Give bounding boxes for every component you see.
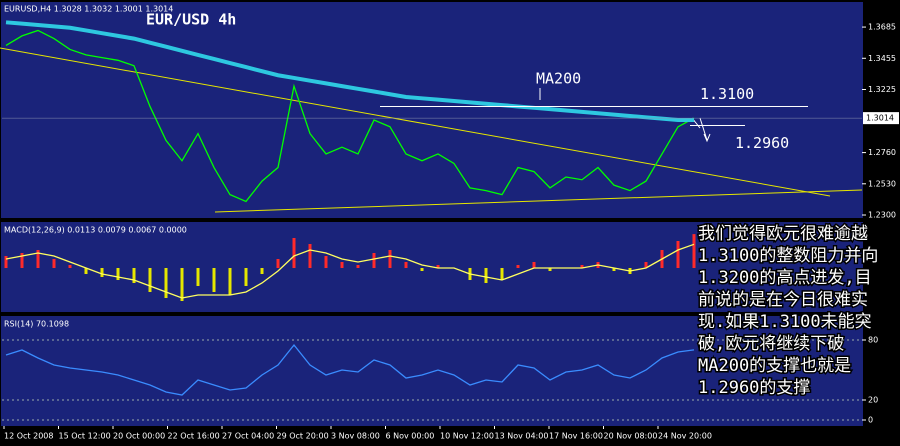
histogram-bar: [276, 259, 280, 268]
last-price-label: 1.3014: [866, 114, 894, 123]
histogram-bar: [100, 268, 104, 277]
histogram-bar: [356, 265, 360, 268]
histogram-bar: [180, 268, 184, 301]
histogram-bar: [244, 268, 248, 286]
histogram-bar: [212, 268, 216, 292]
macd-header: MACD(12,26,9) 0.0113 0.0079 0.0067 0.000…: [4, 226, 187, 235]
x-tick-label: 29 Oct 20:00: [277, 432, 329, 441]
x-tick-label: 13 Nov 04:00: [495, 432, 549, 441]
series-line: [5, 20, 694, 123]
annotation: 前说的是在今日很难实: [698, 290, 868, 310]
y-tick-label: 1.2530: [868, 179, 896, 188]
histogram-bar: [532, 262, 536, 268]
histogram-bar: [500, 268, 504, 280]
rsi-panel: [1, 316, 863, 426]
histogram-bar: [484, 268, 488, 283]
annotation: 现.如果1.3100未能突: [698, 312, 872, 332]
histogram-bar: [36, 250, 40, 268]
histogram-bar: [404, 262, 408, 268]
x-tick-label: 20 Oct 00:00: [113, 432, 165, 441]
trendline: [0, 47, 831, 197]
chart-title: EUR/USD 4h: [146, 11, 236, 29]
y-tick-label: 0: [868, 416, 873, 425]
rsi-header: RSI(14) 70.1098: [4, 320, 69, 329]
x-tick-label: 22 Oct 16:00: [168, 432, 220, 441]
series-label: MA200: [536, 70, 581, 88]
y-tick-label: 80: [868, 336, 878, 345]
histogram-bar: [340, 262, 344, 268]
y-tick-label: 1.3685: [868, 23, 896, 32]
histogram-bar: [260, 268, 264, 274]
series-line: [5, 29, 695, 203]
x-tick-label: 17 Nov 16:00: [549, 432, 603, 441]
histogram-bar: [580, 265, 584, 268]
annotation: 1.3200的高点进发,目: [698, 268, 872, 288]
histogram-bar: [68, 265, 72, 268]
x-tick-label: 6 Nov 00:00: [386, 432, 435, 441]
histogram-bar: [372, 253, 376, 268]
histogram-bar: [388, 250, 392, 268]
x-tick-label: 12 Oct 2008: [4, 432, 53, 441]
annotation: 1.2960的支撑: [698, 378, 810, 398]
histogram-bar: [228, 268, 232, 295]
price-panel: [1, 2, 863, 218]
histogram-bar: [20, 253, 24, 268]
annotation: MA200的支撑也就是: [698, 356, 851, 376]
x-tick-label: 15 Oct 12:00: [59, 432, 111, 441]
histogram-bar: [292, 238, 296, 268]
histogram-bar: [116, 268, 120, 280]
histogram-bar: [324, 256, 328, 268]
histogram-bar: [132, 268, 136, 283]
y-tick-label: 20: [868, 396, 878, 405]
last-price-box: [863, 112, 899, 125]
y-tick-label: 1.2300: [868, 211, 896, 220]
y-tick-label: 1.2760: [868, 148, 896, 157]
histogram-bar: [676, 241, 680, 268]
x-tick-label: 27 Oct 04:00: [222, 432, 274, 441]
histogram-bar: [420, 268, 424, 271]
series-line: [5, 343, 695, 396]
histogram-bar: [516, 265, 520, 268]
histogram-bar: [148, 268, 152, 292]
histogram-bar: [196, 268, 200, 286]
x-tick-label: 10 Nov 12:00: [440, 432, 494, 441]
histogram-bar: [84, 268, 88, 274]
level-label: 1.2960: [735, 134, 789, 152]
histogram-bar: [612, 268, 616, 271]
y-tick-label: 1.3455: [868, 54, 896, 63]
y-tick-label: 1.3225: [868, 85, 896, 94]
histogram-bar: [692, 234, 696, 268]
x-tick-label: 24 Nov 20:00: [658, 432, 712, 441]
x-tick-label: 3 Nov 08:00: [331, 432, 380, 441]
histogram-bar: [644, 262, 648, 268]
annotation: 1.3100的整数阻力并向: [698, 246, 878, 266]
annotation: 破,欧元将继续下破: [698, 334, 844, 354]
histogram-bar: [52, 259, 56, 268]
series-line: [5, 243, 695, 299]
histogram-bar: [4, 256, 8, 268]
x-tick-label: 20 Nov 08:00: [604, 432, 658, 441]
histogram-bar: [308, 244, 312, 268]
annotation: 我们觉得欧元很难逾越: [698, 224, 868, 244]
histogram-bar: [548, 268, 552, 271]
histogram-bar: [436, 265, 440, 268]
histogram-bar: [164, 268, 168, 298]
level-label: 1.3100: [700, 85, 754, 103]
price-header: EURUSD,H4 1.3028 1.3032 1.3001 1.3014: [4, 5, 173, 14]
trendline: [214, 189, 863, 213]
